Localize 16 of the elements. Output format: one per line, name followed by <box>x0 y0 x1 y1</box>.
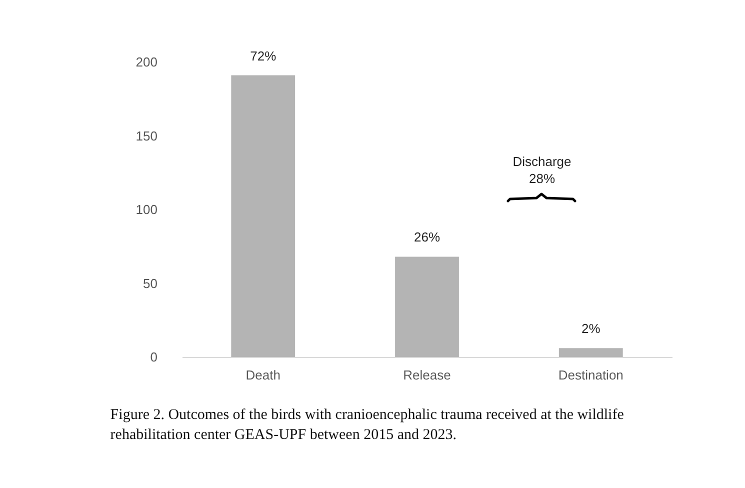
bar <box>395 256 459 357</box>
x-tick-label: Release <box>403 368 451 382</box>
y-tick-label: 0 <box>150 350 158 364</box>
bar <box>558 348 623 357</box>
x-tick-label: Death <box>246 368 280 382</box>
y-tick-label: 150 <box>136 128 158 144</box>
y-tick-label: 200 <box>136 54 158 70</box>
annotation: Discharge 28% <box>512 154 572 186</box>
annotation: 26% <box>414 230 440 245</box>
caption: Figure 2. Outcomes of the birds with cranioencephalic trauma received at the wildlife rehabilitation center GEAS-UPF between 2015 and 2023. <box>110 407 624 443</box>
bar <box>231 75 296 357</box>
annotation: 2% <box>581 321 601 336</box>
y-tick-label: 100 <box>136 202 158 217</box>
x-tick-label: Destination <box>558 368 624 382</box>
y-tick-label: 50 <box>143 276 158 291</box>
annotation: 72% <box>250 48 277 64</box>
